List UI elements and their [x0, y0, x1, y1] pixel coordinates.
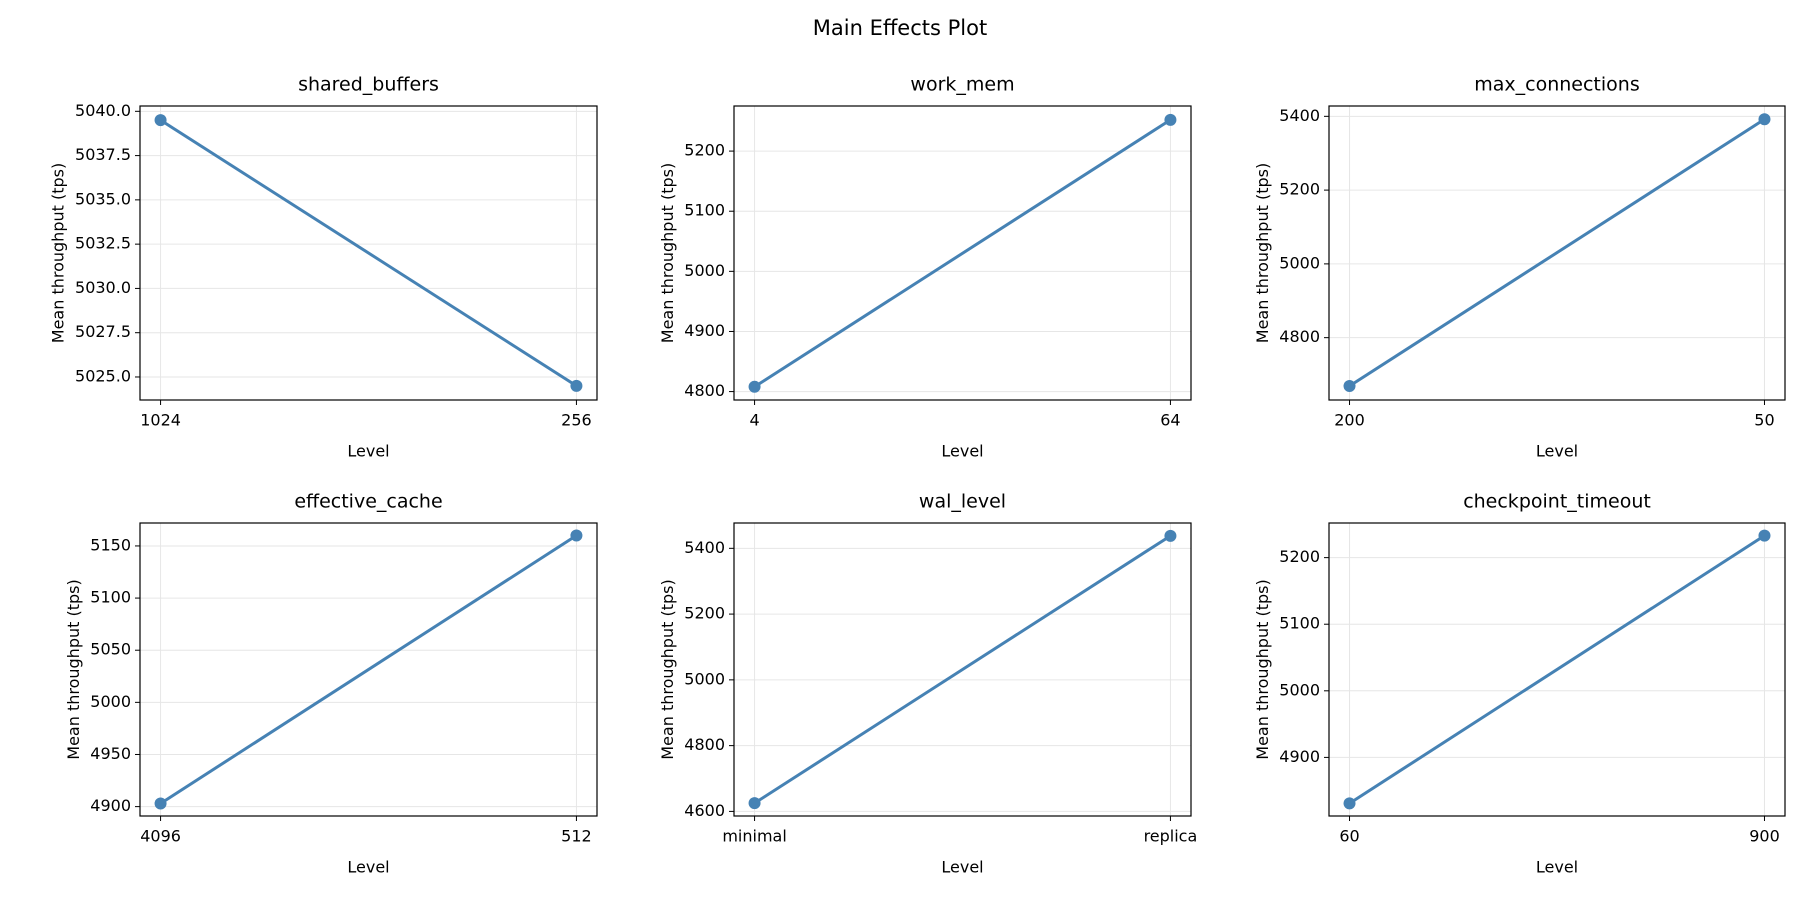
x-tick-label: replica	[1144, 827, 1198, 846]
data-line	[159, 534, 578, 805]
y-tick-label: 4600	[684, 801, 725, 820]
data-line	[753, 118, 1172, 389]
y-tick-label: 5150	[90, 535, 131, 554]
plot-frame	[733, 105, 1192, 401]
subplot: 4900 4950 5000 5050 5100 5150 4096 512 effective…	[64, 491, 598, 877]
data-point	[570, 529, 583, 542]
y-tick-label: 5200	[684, 604, 725, 623]
y-tick-label: 5000	[1279, 253, 1320, 272]
data-line	[1348, 534, 1766, 805]
y-tick-label: 5100	[1279, 614, 1320, 633]
x-tick-label: 200	[1334, 411, 1365, 430]
data-point	[1164, 113, 1177, 126]
data-point	[1343, 379, 1356, 392]
data-point	[154, 114, 167, 127]
y-axis-label: Mean throughput (tps)	[1253, 163, 1272, 343]
y-tick-label: 5100	[684, 201, 725, 220]
y-tick-label: 5100	[90, 588, 131, 607]
data-point	[1343, 797, 1356, 810]
plot-frame	[139, 522, 598, 817]
y-tick-label: 4900	[90, 796, 131, 815]
subplot-title: shared_buffers	[298, 74, 439, 96]
y-tick-label: 5200	[1279, 180, 1320, 199]
subplot-title: max_connections	[1474, 74, 1639, 96]
data-point	[1758, 529, 1771, 542]
x-axis-label: Level	[941, 858, 983, 877]
subplot: 4600 4800 5000 5200 5400 minimal replica wal_le…	[658, 491, 1198, 877]
y-tick-label: 4800	[684, 381, 725, 400]
x-tick-label: 256	[561, 411, 592, 430]
data-point	[570, 379, 583, 392]
subplot: 5025.0 5027.5 5030.0 5032.5 5035.0 5037.5 5040…	[49, 74, 598, 461]
subplot: 4800 5000 5200 5400 200 50 max_connections Leve…	[1253, 74, 1786, 461]
y-tick-label: 5000	[90, 692, 131, 711]
data-point	[748, 380, 761, 393]
figure-title: Main Effects Plot	[813, 16, 987, 40]
y-tick-label: 4950	[90, 744, 131, 763]
y-tick-label: 5400	[1279, 106, 1320, 125]
y-axis-label: Mean throughput (tps)	[64, 579, 83, 759]
y-tick-label: 5030.0	[75, 278, 131, 297]
y-tick-label: 5200	[684, 141, 725, 160]
y-tick-label: 5035.0	[75, 189, 131, 208]
y-tick-label: 4800	[1279, 327, 1320, 346]
data-point	[748, 797, 761, 810]
subplot: 4800 4900 5000 5100 5200 4 64 work_mem Level Mean…	[658, 74, 1192, 461]
y-tick-label: 5025.0	[75, 366, 131, 385]
x-tick-label: 4096	[140, 827, 181, 846]
data-line	[159, 118, 578, 388]
y-tick-label: 5032.5	[75, 234, 131, 253]
y-axis-label: Mean throughput (tps)	[49, 163, 68, 343]
plot-frame	[139, 105, 598, 401]
x-tick-label: 64	[1160, 411, 1180, 430]
x-tick-label: 900	[1749, 827, 1780, 846]
subplot-title: effective_cache	[294, 491, 442, 513]
x-axis-label: Level	[941, 442, 983, 461]
data-point	[1758, 113, 1771, 126]
y-axis-label: Mean throughput (tps)	[658, 163, 677, 343]
x-axis-label: Level	[1536, 442, 1578, 461]
plot-frame	[1328, 105, 1786, 401]
y-tick-label: 4800	[684, 735, 725, 754]
x-tick-label: 4	[749, 411, 759, 430]
y-tick-label: 4900	[1279, 747, 1320, 766]
y-tick-label: 5000	[684, 261, 725, 280]
y-tick-label: 5000	[1279, 680, 1320, 699]
y-tick-label: 5040.0	[75, 101, 131, 120]
x-tick-label: minimal	[722, 827, 786, 846]
data-line	[1348, 118, 1766, 388]
y-tick-label: 5027.5	[75, 322, 131, 341]
x-axis-label: Level	[347, 858, 389, 877]
y-tick-label: 4900	[684, 321, 725, 340]
x-tick-label: 1024	[140, 411, 181, 430]
y-tick-label: 5200	[1279, 547, 1320, 566]
subplot-title: work_mem	[910, 74, 1014, 96]
x-tick-label: 50	[1754, 411, 1774, 430]
y-tick-label: 5000	[684, 669, 725, 688]
plot-frame	[733, 522, 1192, 817]
y-tick-label: 5400	[684, 538, 725, 557]
data-point	[154, 797, 167, 810]
x-tick-label: 60	[1339, 827, 1359, 846]
y-axis-label: Mean throughput (tps)	[658, 579, 677, 759]
x-axis-label: Level	[347, 442, 389, 461]
y-tick-label: 5050	[90, 640, 131, 659]
subplot-title: checkpoint_timeout	[1463, 491, 1651, 513]
y-axis-label: Mean throughput (tps)	[1253, 579, 1272, 759]
data-point	[1164, 529, 1177, 542]
x-axis-label: Level	[1536, 858, 1578, 877]
subplot: 4900 5000 5100 5200 60 900 checkpoint_timeout L…	[1253, 491, 1786, 877]
x-tick-label: 512	[561, 827, 592, 846]
y-tick-label: 5037.5	[75, 145, 131, 164]
subplot-title: wal_level	[919, 491, 1006, 513]
data-line	[753, 534, 1172, 805]
plot-frame	[1328, 522, 1786, 817]
